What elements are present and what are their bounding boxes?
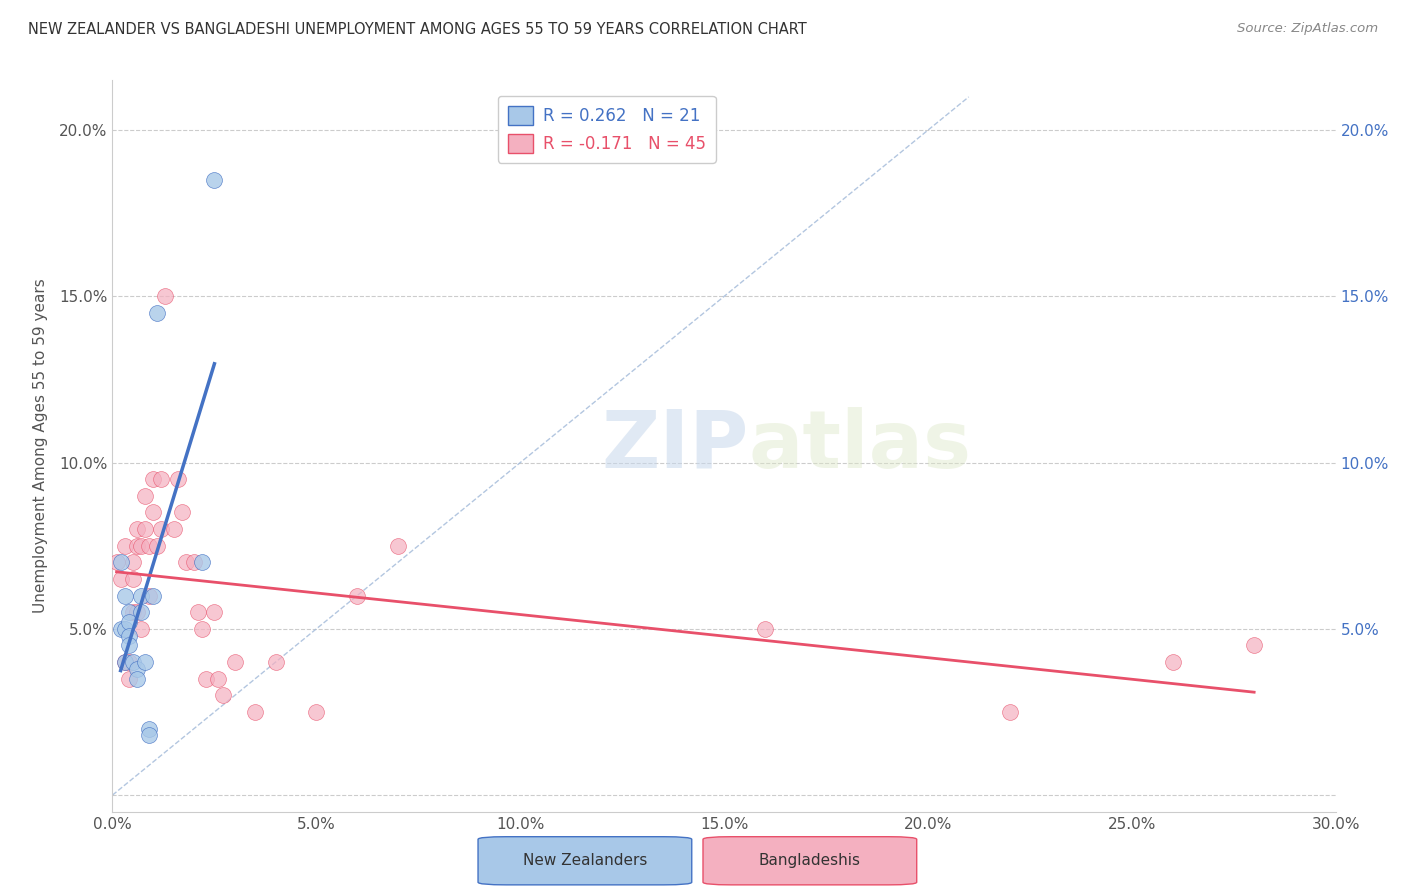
Legend: R = 0.262   N = 21, R = -0.171   N = 45: R = 0.262 N = 21, R = -0.171 N = 45 xyxy=(498,96,716,162)
Point xyxy=(191,622,214,636)
Point xyxy=(146,306,169,320)
Point xyxy=(142,472,165,486)
Point xyxy=(125,662,148,676)
Point xyxy=(110,622,132,636)
Point xyxy=(125,605,148,619)
Point xyxy=(134,655,156,669)
Point xyxy=(125,522,148,536)
Point xyxy=(110,572,132,586)
Point xyxy=(387,539,409,553)
Point xyxy=(110,555,132,569)
Point xyxy=(114,622,136,636)
Point xyxy=(195,672,218,686)
Point xyxy=(1243,639,1265,653)
Point xyxy=(146,539,169,553)
Point xyxy=(129,605,152,619)
Point xyxy=(129,589,152,603)
Point xyxy=(998,705,1021,719)
Point xyxy=(163,522,186,536)
Point xyxy=(118,628,141,642)
Text: Source: ZipAtlas.com: Source: ZipAtlas.com xyxy=(1237,22,1378,36)
Point xyxy=(155,289,177,303)
FancyBboxPatch shape xyxy=(478,837,692,885)
Point xyxy=(129,622,152,636)
Point xyxy=(346,589,368,603)
Text: NEW ZEALANDER VS BANGLADESHI UNEMPLOYMENT AMONG AGES 55 TO 59 YEARS CORRELATION : NEW ZEALANDER VS BANGLADESHI UNEMPLOYMEN… xyxy=(28,22,807,37)
Point xyxy=(170,506,193,520)
Point xyxy=(129,539,152,553)
Y-axis label: Unemployment Among Ages 55 to 59 years: Unemployment Among Ages 55 to 59 years xyxy=(34,278,48,614)
Point xyxy=(125,672,148,686)
Point xyxy=(122,572,145,586)
Point xyxy=(122,555,145,569)
Point xyxy=(142,506,165,520)
Point xyxy=(183,555,205,569)
Point xyxy=(114,655,136,669)
Point xyxy=(187,605,209,619)
Point xyxy=(211,689,233,703)
Point xyxy=(166,472,188,486)
FancyBboxPatch shape xyxy=(703,837,917,885)
Point xyxy=(134,489,156,503)
Point xyxy=(114,539,136,553)
Point xyxy=(105,555,128,569)
Point xyxy=(138,589,160,603)
Point xyxy=(207,672,229,686)
Point xyxy=(191,555,214,569)
Point xyxy=(754,622,776,636)
Point xyxy=(138,539,160,553)
Point xyxy=(204,605,226,619)
Point xyxy=(224,655,246,669)
Point xyxy=(118,615,141,630)
Point xyxy=(118,639,141,653)
Point xyxy=(138,728,160,742)
Point xyxy=(125,539,148,553)
Point xyxy=(118,605,141,619)
Point xyxy=(138,722,160,736)
Point xyxy=(114,589,136,603)
Point xyxy=(174,555,197,569)
Point xyxy=(264,655,287,669)
Point xyxy=(150,522,173,536)
Text: ZIP: ZIP xyxy=(602,407,748,485)
Text: atlas: atlas xyxy=(748,407,972,485)
Point xyxy=(305,705,328,719)
Point xyxy=(118,655,141,669)
Point xyxy=(245,705,267,719)
Text: Bangladeshis: Bangladeshis xyxy=(759,854,860,868)
Point xyxy=(122,605,145,619)
Point xyxy=(1161,655,1184,669)
Point xyxy=(134,522,156,536)
Point xyxy=(150,472,173,486)
Point xyxy=(142,589,165,603)
Point xyxy=(114,655,136,669)
Point xyxy=(204,173,226,187)
Point xyxy=(118,672,141,686)
Point xyxy=(122,655,145,669)
Text: New Zealanders: New Zealanders xyxy=(523,854,647,868)
